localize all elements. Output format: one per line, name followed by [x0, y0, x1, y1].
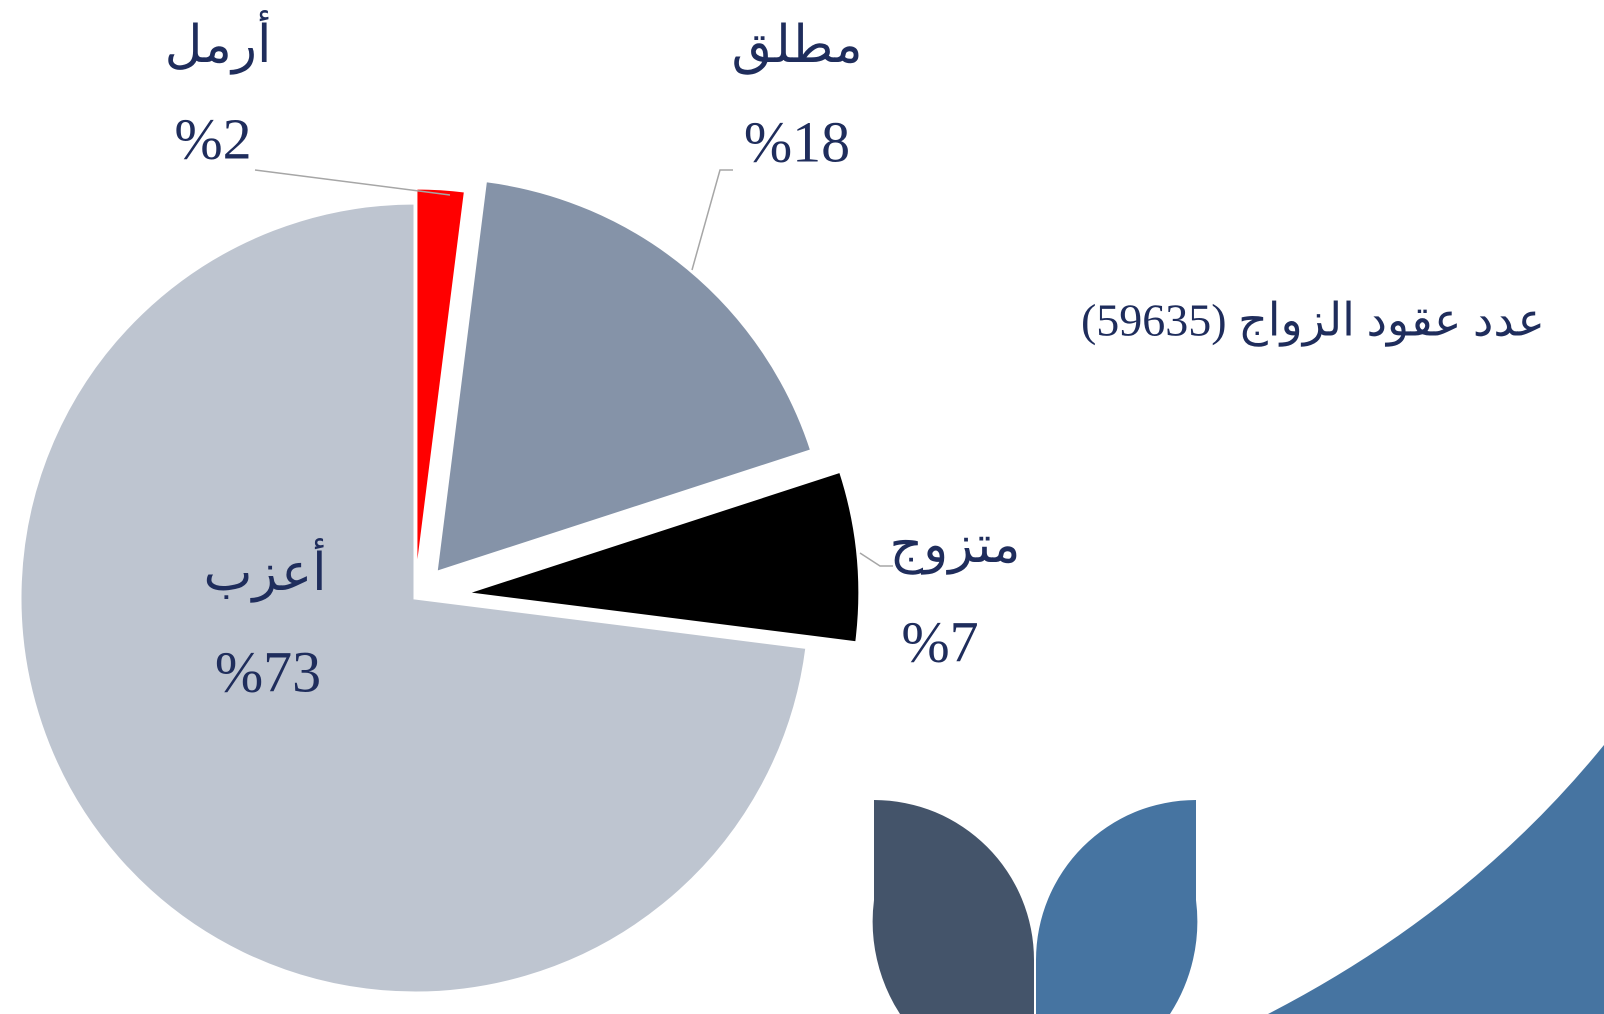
value-label: %18	[744, 109, 850, 174]
slice-label: متزوج	[890, 517, 1021, 575]
decor-shape	[1268, 745, 1604, 1014]
slice-label: أرمل	[165, 10, 272, 75]
leader-line	[859, 552, 893, 567]
slice-label: أعزب	[203, 538, 326, 603]
pie-slice	[464, 469, 862, 645]
pie-slice	[434, 179, 814, 575]
leader-line	[254, 169, 451, 196]
value-label: %7	[901, 609, 978, 674]
slice-label: مطلق	[731, 17, 862, 75]
pie-slice	[414, 186, 468, 584]
value-label: %2	[174, 106, 251, 171]
value-label: %73	[215, 639, 321, 704]
decor-shape	[1036, 800, 1198, 1014]
leader-line	[691, 169, 733, 271]
decor-shape	[872, 800, 1034, 1014]
chart-title: عدد عقود الزواج (59635)	[1081, 295, 1545, 348]
pie-slice	[18, 201, 809, 995]
